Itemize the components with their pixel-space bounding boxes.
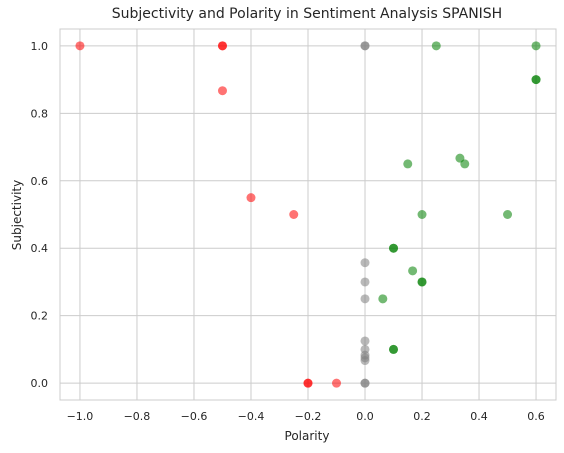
- data-point-positive: [389, 243, 399, 253]
- x-axis-label: Polarity: [285, 429, 330, 443]
- data-point-neutral: [360, 378, 370, 388]
- y-tick-label: 1.0: [31, 40, 49, 53]
- x-tick-label: −1.0: [67, 410, 94, 423]
- data-point-neutral: [360, 277, 370, 287]
- data-point-positive: [403, 159, 413, 169]
- data-point-negative: [289, 210, 299, 219]
- data-point-positive: [378, 294, 388, 304]
- y-tick-labels: 0.0 0.2 0.4 0.6 0.8 1.0: [31, 40, 49, 390]
- data-point-positive: [531, 75, 541, 85]
- y-axis-label: Subjectivity: [10, 180, 24, 250]
- data-point-positive: [408, 266, 418, 276]
- x-tick-label: −0.4: [238, 410, 265, 423]
- x-tick-label: −0.6: [181, 410, 208, 423]
- data-point-positive: [431, 41, 441, 51]
- x-tick-labels: −1.0 −0.8 −0.6 −0.4 −0.2 0.0 0.2 0.4 0.6: [67, 410, 545, 423]
- y-tick-label: 0.8: [31, 107, 49, 120]
- y-tick-label: 0.2: [31, 310, 49, 323]
- data-point-neutral: [360, 258, 370, 268]
- data-point-positive: [389, 344, 399, 354]
- data-point-negative: [217, 86, 227, 96]
- y-tick-label: 0.4: [31, 242, 49, 255]
- y-tick-label: 0.0: [31, 377, 49, 390]
- data-point-neutral: [360, 336, 370, 346]
- y-tick-label: 0.6: [31, 175, 49, 188]
- data-point-positive: [417, 210, 427, 219]
- x-tick-label: 0.0: [356, 410, 374, 423]
- data-point-neutral: [360, 356, 370, 366]
- data-point-negative: [246, 193, 256, 203]
- plot-frame: [59, 28, 557, 401]
- data-point-neutral: [360, 41, 370, 51]
- data-point-positive: [503, 210, 513, 219]
- data-point-positive: [531, 41, 541, 51]
- x-tick-label: 0.6: [527, 410, 545, 423]
- data-point-negative: [332, 378, 342, 388]
- data-point-neutral: [360, 294, 370, 304]
- x-tick-label: −0.2: [295, 410, 322, 423]
- x-tick-label: 0.4: [470, 410, 488, 423]
- data-point-negative: [217, 41, 227, 51]
- x-tick-label: 0.2: [413, 410, 431, 423]
- chart-title: Subjectivity and Polarity in Sentiment A…: [112, 6, 502, 22]
- data-points: [75, 41, 541, 388]
- data-point-negative: [303, 378, 313, 388]
- data-point-negative: [75, 41, 85, 51]
- x-tick-label: −0.8: [124, 410, 151, 423]
- data-point-positive: [417, 277, 427, 287]
- data-point-positive: [460, 159, 470, 169]
